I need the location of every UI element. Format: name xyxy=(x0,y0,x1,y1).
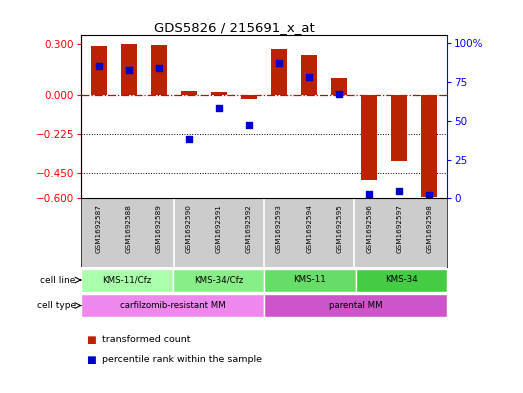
Point xyxy=(95,63,103,70)
Text: GSM1692588: GSM1692588 xyxy=(126,204,132,253)
Text: ■: ■ xyxy=(86,354,96,365)
Bar xyxy=(301,55,317,95)
Bar xyxy=(81,294,264,317)
Bar xyxy=(356,268,447,292)
Point xyxy=(215,105,223,112)
Text: KMS-34: KMS-34 xyxy=(385,275,418,284)
Text: carfilzomib-resistant MM: carfilzomib-resistant MM xyxy=(120,301,225,310)
Text: cell type: cell type xyxy=(37,301,76,310)
Text: GSM1692587: GSM1692587 xyxy=(96,204,102,253)
Point xyxy=(365,191,373,197)
Point xyxy=(125,66,133,73)
Point xyxy=(155,65,163,71)
Text: GSM1692598: GSM1692598 xyxy=(426,204,432,253)
Point xyxy=(305,74,313,81)
Text: GSM1692591: GSM1692591 xyxy=(216,204,222,253)
Text: GSM1692589: GSM1692589 xyxy=(156,204,162,253)
Bar xyxy=(81,268,173,292)
Text: KMS-11: KMS-11 xyxy=(293,275,326,284)
Bar xyxy=(331,78,347,95)
Text: transformed count: transformed count xyxy=(102,336,190,344)
Text: KMS-11/Cfz: KMS-11/Cfz xyxy=(102,275,152,284)
Title: GDS5826 / 215691_x_at: GDS5826 / 215691_x_at xyxy=(154,21,315,34)
Text: percentile rank within the sample: percentile rank within the sample xyxy=(102,355,262,364)
Text: cell line: cell line xyxy=(40,275,76,285)
Text: KMS-34/Cfz: KMS-34/Cfz xyxy=(194,275,243,284)
Point xyxy=(245,122,253,129)
Text: GSM1692596: GSM1692596 xyxy=(366,204,372,253)
Text: GSM1692594: GSM1692594 xyxy=(306,204,312,253)
Bar xyxy=(211,92,228,95)
Bar xyxy=(91,46,107,95)
Bar xyxy=(121,44,138,95)
Text: parental MM: parental MM xyxy=(329,301,382,310)
Text: GSM1692590: GSM1692590 xyxy=(186,204,192,253)
Text: GSM1692593: GSM1692593 xyxy=(276,204,282,253)
Text: GSM1692597: GSM1692597 xyxy=(396,204,402,253)
Bar xyxy=(181,91,197,95)
Text: GSM1692595: GSM1692595 xyxy=(336,204,342,253)
Bar xyxy=(391,95,407,161)
Point xyxy=(425,192,434,198)
Bar xyxy=(421,95,437,197)
Bar xyxy=(361,95,378,180)
Point xyxy=(275,60,283,66)
Point xyxy=(335,91,343,97)
Bar xyxy=(173,268,264,292)
Bar xyxy=(241,95,257,99)
Point xyxy=(395,187,403,194)
Bar xyxy=(271,49,287,95)
Bar xyxy=(151,45,167,95)
Text: ■: ■ xyxy=(86,335,96,345)
Text: GSM1692592: GSM1692592 xyxy=(246,204,252,253)
Bar xyxy=(264,294,447,317)
Bar xyxy=(264,268,356,292)
Point xyxy=(185,136,194,143)
